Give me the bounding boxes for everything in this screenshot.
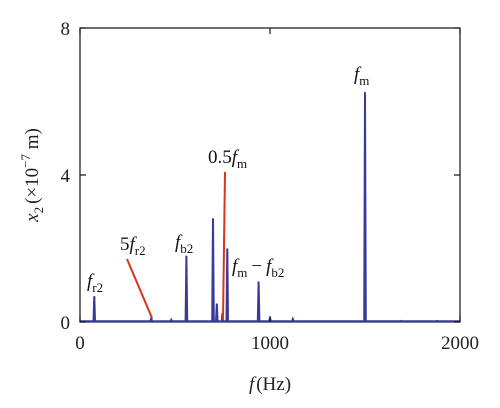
x-tick-label: 0	[75, 333, 85, 354]
x-axis-label: f (Hz)	[249, 374, 291, 395]
annotation-line-0-5fm	[222, 171, 226, 321]
annotation-fb2: fb2	[175, 232, 193, 256]
annotation-fm-minus-fb2: fm − fb2	[232, 256, 284, 280]
y-axis-label-exp: −7	[18, 154, 33, 168]
x-tick-label: 1000	[251, 333, 289, 354]
x-axis-label-var: f	[249, 374, 257, 395]
y-tick-label: 0	[61, 313, 71, 334]
annotation-line-5fr2	[126, 258, 153, 319]
x-tick-label: 2000	[441, 333, 479, 354]
x-axis-label-unit: (Hz)	[256, 374, 291, 395]
annotation-fm: fm	[354, 64, 369, 88]
annotation-5fr2: 5fr2	[120, 234, 146, 258]
y-tick-label: 8	[61, 19, 71, 40]
y-tick-label: 4	[61, 166, 71, 187]
y-axis-label-sub: 2	[31, 207, 46, 214]
y-axis-ticks: 0 4 8	[61, 19, 460, 334]
x-axis-ticks: 0 1000 2000	[75, 28, 479, 354]
plot-frame	[79, 27, 461, 323]
spectrum-line	[80, 92, 460, 323]
annotation-0-5fm: 0.5fm	[208, 147, 247, 171]
annotation-fr2: fr2	[87, 271, 103, 295]
y-axis-label: x2 (×10−7 m)	[18, 128, 46, 223]
y-axis-label-unit-close: m)	[22, 128, 43, 154]
y-axis-label-var: x	[22, 213, 43, 223]
plot-area	[79, 27, 461, 323]
y-axis-label-unit-open: (×10	[22, 168, 43, 204]
